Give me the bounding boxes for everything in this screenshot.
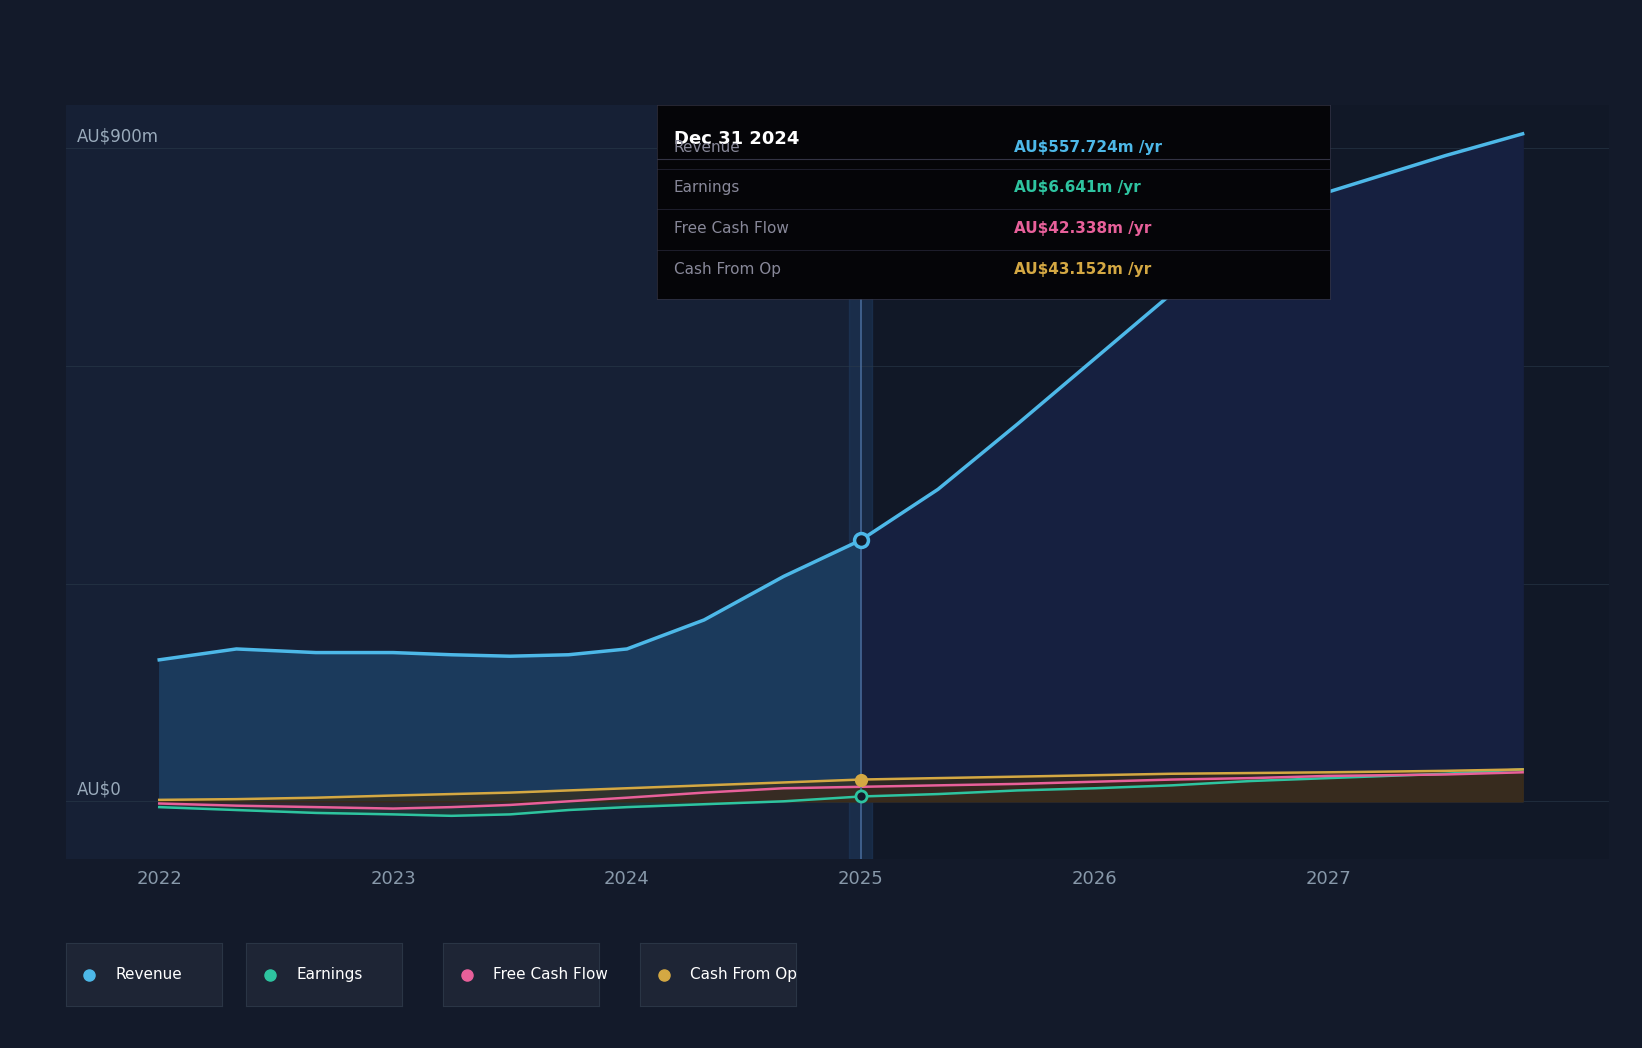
Bar xyxy=(860,105,1609,859)
Bar xyxy=(66,105,860,859)
Bar xyxy=(849,105,872,859)
Text: AU$557.724m /yr: AU$557.724m /yr xyxy=(1013,139,1161,155)
Text: AU$42.338m /yr: AU$42.338m /yr xyxy=(1013,221,1151,236)
Text: AU$43.152m /yr: AU$43.152m /yr xyxy=(1013,262,1151,277)
Text: Revenue: Revenue xyxy=(115,967,182,982)
Text: AU$0: AU$0 xyxy=(77,781,122,799)
Text: Earnings: Earnings xyxy=(673,180,741,195)
Text: Free Cash Flow: Free Cash Flow xyxy=(673,221,788,236)
Text: Dec 31 2024: Dec 31 2024 xyxy=(673,130,800,148)
Text: Free Cash Flow: Free Cash Flow xyxy=(493,967,608,982)
Text: Earnings: Earnings xyxy=(296,967,363,982)
Text: Past: Past xyxy=(808,153,842,172)
Text: Analysts Forecasts: Analysts Forecasts xyxy=(880,153,1034,172)
Text: AU$6.641m /yr: AU$6.641m /yr xyxy=(1013,180,1140,195)
Text: AU$900m: AU$900m xyxy=(77,128,159,146)
Text: Cash From Op: Cash From Op xyxy=(673,262,780,277)
Text: Cash From Op: Cash From Op xyxy=(690,967,798,982)
Text: Revenue: Revenue xyxy=(673,139,741,155)
